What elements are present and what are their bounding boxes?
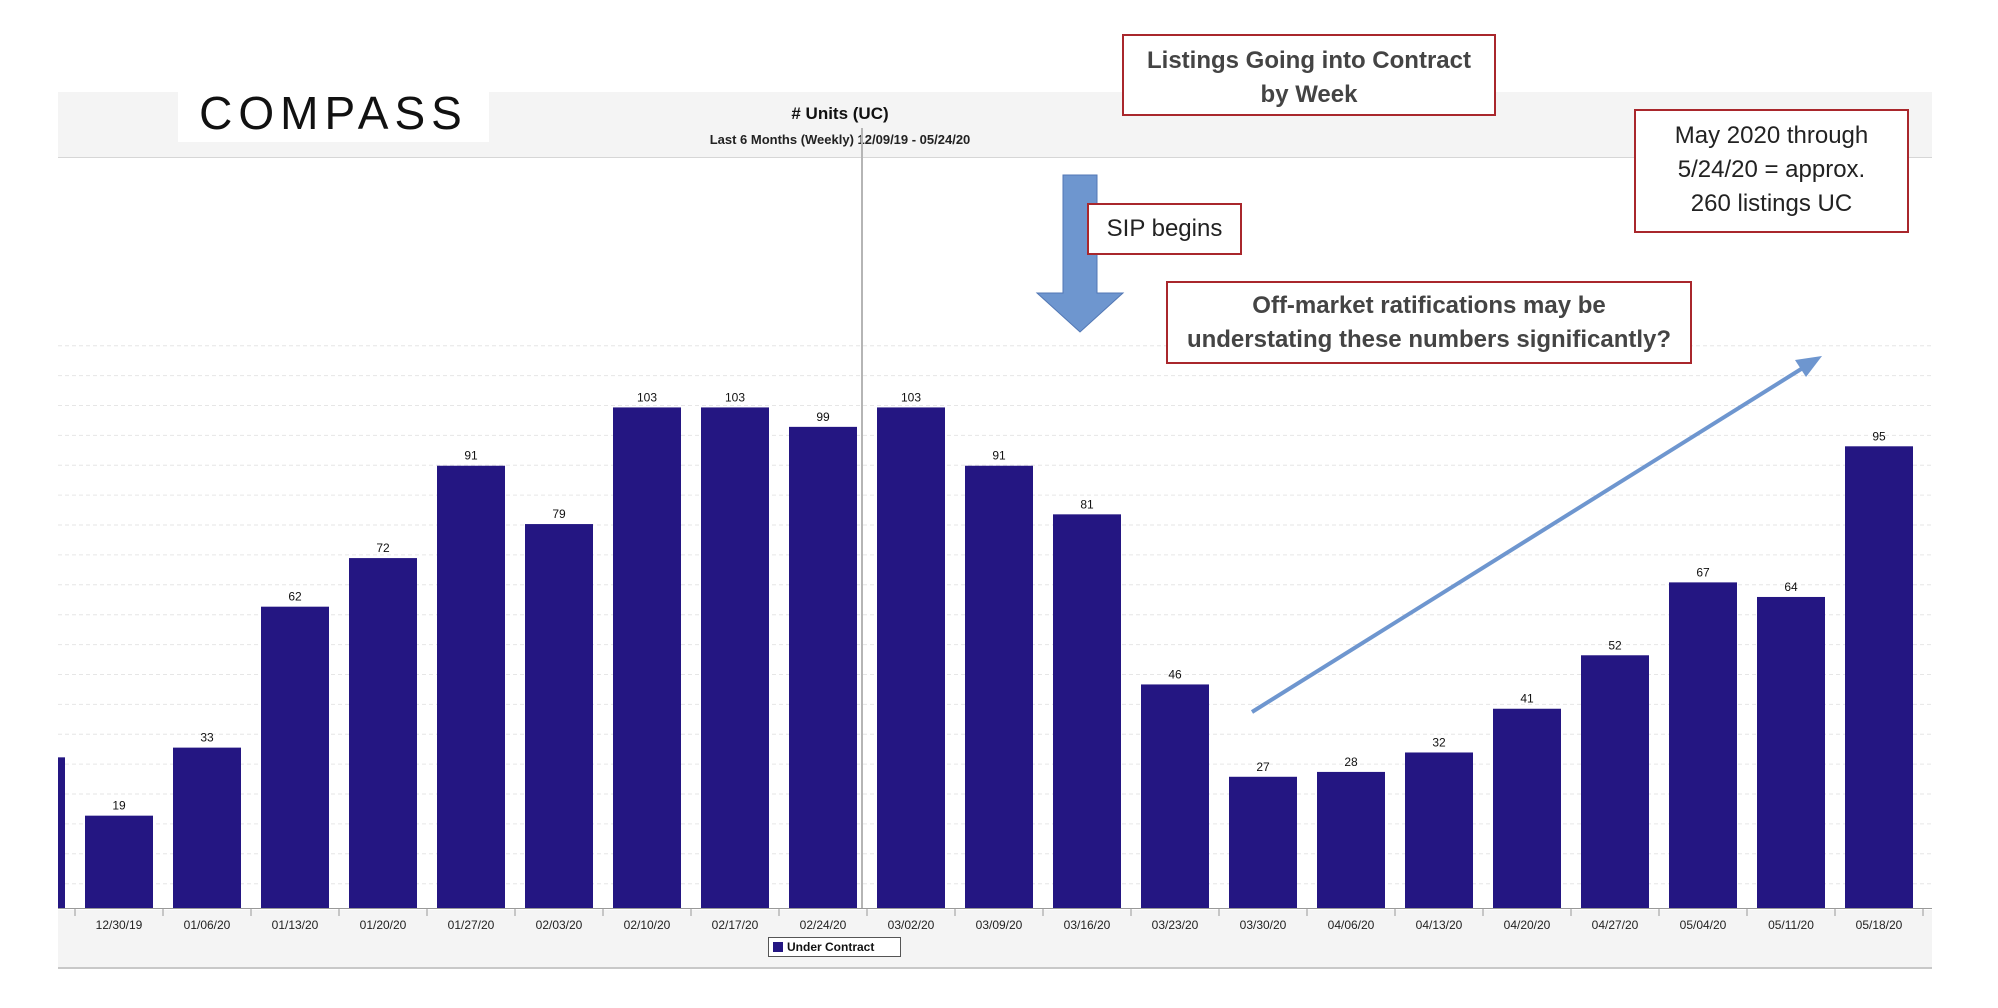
chart-title: # Units (UC): [791, 104, 889, 123]
value-label: 67: [1696, 565, 1710, 579]
value-label: 72: [376, 541, 390, 555]
trend-arrow-head: [1795, 356, 1822, 377]
value-label: 103: [637, 390, 657, 404]
value-label: 28: [1344, 755, 1358, 769]
value-label: 95: [1872, 429, 1886, 443]
bar: [261, 606, 329, 908]
bar: [1405, 752, 1473, 908]
bar: [1317, 771, 1385, 908]
value-label: 41: [1520, 692, 1534, 706]
bar: [1229, 776, 1297, 908]
chart-subtitle: Last 6 Months (Weekly) 12/09/19 - 05/24/…: [709, 132, 971, 147]
x-tick-label: 03/23/20: [1152, 918, 1199, 932]
callout-sip-begins: SIP begins: [1087, 203, 1242, 255]
x-tick-label: 04/13/20: [1416, 918, 1463, 932]
trend-arrow-shaft: [1250, 364, 1808, 714]
legend: Under Contract: [768, 937, 901, 957]
x-tick-label: 03/16/20: [1064, 918, 1111, 932]
x-tick-label: 01/20/20: [360, 918, 407, 932]
bar: [85, 815, 153, 908]
annotations: [861, 128, 1822, 908]
bar: [877, 407, 945, 908]
x-tick-label: 02/17/20: [712, 918, 759, 932]
value-label: 32: [1432, 735, 1446, 749]
x-tick-label: 02/10/20: [624, 918, 671, 932]
x-axis: 12/30/19 01/06/20 01/13/20 01/20/20 01/27/20…: [58, 908, 1932, 932]
bar: [965, 465, 1033, 908]
value-label: 33: [200, 731, 214, 745]
bar: [437, 465, 505, 908]
bars: [58, 407, 1913, 908]
bar: [1757, 596, 1825, 908]
callout-line: 5/24/20 = approx.: [1677, 156, 1866, 183]
callout-line: May 2020 through: [1674, 122, 1869, 149]
bar: [701, 407, 769, 908]
bar: [1141, 684, 1209, 908]
logo-text: COMPASS: [199, 87, 468, 139]
x-tick-label: 01/27/20: [448, 918, 495, 932]
bar: [525, 524, 593, 908]
callout-may-total: May 2020 through 5/24/20 = approx. 260 l…: [1634, 109, 1909, 233]
x-tick-label: 03/09/20: [976, 918, 1023, 932]
x-tick-label: 04/06/20: [1328, 918, 1375, 932]
sip-down-arrow: [1035, 174, 1125, 333]
x-tick-label: 02/24/20: [800, 918, 847, 932]
bar: [613, 407, 681, 908]
value-labels: 19 33 62 72 91 79 103 103 99 103 91 81 46 27 28 32 41 52 6…: [112, 390, 1886, 812]
bar: [58, 757, 65, 908]
callout-line: Off-market ratifications may be: [1252, 292, 1606, 319]
x-tick-label: 05/18/20: [1856, 918, 1903, 932]
value-label: 19: [112, 799, 126, 813]
bar: [349, 558, 417, 908]
bar: [789, 426, 857, 908]
x-tick-label: 01/13/20: [272, 918, 319, 932]
value-label: 62: [288, 590, 302, 604]
callout-line: by Week: [1260, 81, 1358, 108]
legend-label: Under Contract: [787, 940, 875, 954]
value-label: 91: [464, 449, 478, 463]
value-label: 91: [992, 449, 1006, 463]
x-tick-label: 03/30/20: [1240, 918, 1287, 932]
legend-swatch: [773, 942, 783, 952]
bar: [1053, 514, 1121, 908]
value-label: 52: [1608, 638, 1622, 652]
value-label: 79: [552, 507, 566, 521]
x-tick-label: 12/30/19: [96, 918, 143, 932]
x-tick-label: 03/02/20: [888, 918, 935, 932]
value-label: 81: [1080, 497, 1094, 511]
value-label: 99: [816, 410, 830, 424]
compass-logo: COMPASS: [178, 84, 489, 142]
x-tick-label: 02/03/20: [536, 918, 583, 932]
bar: [1669, 582, 1737, 908]
callout-listings-title: Listings Going into Contract by Week: [1122, 34, 1496, 116]
value-label: 103: [901, 390, 921, 404]
bar: [1845, 446, 1913, 908]
x-tick-label: 04/20/20: [1504, 918, 1551, 932]
callout-line: Listings Going into Contract: [1147, 47, 1471, 74]
x-tick-label: 05/04/20: [1680, 918, 1727, 932]
callout-line: understating these numbers significantly…: [1186, 326, 1672, 353]
value-label: 27: [1256, 760, 1270, 774]
value-label: 46: [1168, 667, 1182, 681]
value-label: 103: [725, 390, 745, 404]
value-label: 64: [1784, 580, 1798, 594]
bar: [1493, 708, 1561, 908]
x-tick-label: 04/27/20: [1592, 918, 1639, 932]
callout-line: 260 listings UC: [1690, 190, 1853, 217]
x-tick-label: 05/11/20: [1768, 918, 1814, 932]
bar: [1581, 655, 1649, 908]
x-tick-label: 01/06/20: [184, 918, 231, 932]
bar: [173, 747, 241, 908]
callout-off-market: Off-market ratifications may be understa…: [1166, 281, 1692, 364]
